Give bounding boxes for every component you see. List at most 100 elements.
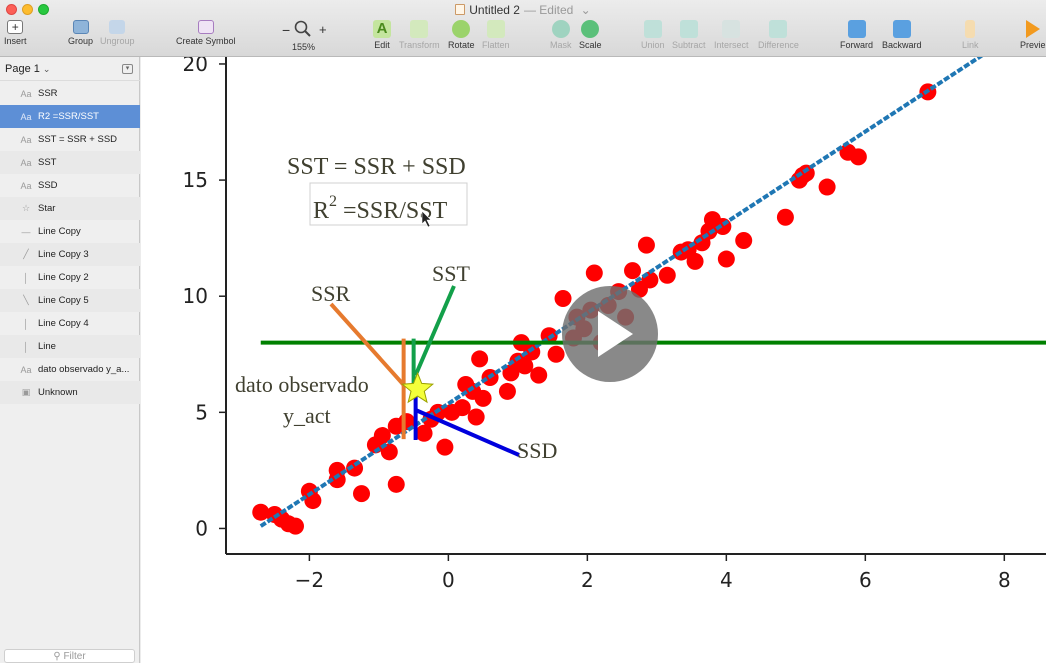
layer-item[interactable]: ☆ Star xyxy=(0,197,140,220)
layer-item[interactable]: Aa SST = SSR + SSD xyxy=(0,128,140,151)
transform-icon xyxy=(410,20,429,38)
layer-item[interactable]: Aa SSD xyxy=(0,174,140,197)
text-layer-icon: Aa xyxy=(20,364,32,375)
backward-button[interactable]: Backward xyxy=(882,20,922,50)
label-ssd[interactable]: SSD xyxy=(517,438,557,463)
data-point xyxy=(637,236,655,254)
mouse-cursor-icon xyxy=(421,210,432,228)
scale-icon xyxy=(581,20,600,38)
annotation-lines xyxy=(259,57,1046,528)
layer-item[interactable]: Aa dato observado y_a... xyxy=(0,358,140,381)
formula-sst[interactable]: SST = SSR + SSD xyxy=(287,154,466,180)
data-point xyxy=(474,389,492,407)
link-button[interactable]: Link xyxy=(962,20,979,50)
collapse-pages-icon[interactable]: ▾ xyxy=(122,64,133,74)
insert-button[interactable]: + Insert xyxy=(4,20,27,46)
title-chevron-icon[interactable]: ⌄ xyxy=(580,3,591,17)
y-tick-label: 15 xyxy=(183,168,208,192)
layer-item[interactable]: ▣ Unknown xyxy=(0,381,140,404)
chevron-down-icon: ⌄ xyxy=(42,64,51,74)
data-point xyxy=(436,438,454,456)
layer-item[interactable]: │ Line xyxy=(0,335,140,358)
filter-input[interactable]: ⚲ Filter xyxy=(4,649,135,663)
zoom-out-button[interactable]: − xyxy=(282,22,291,38)
y-tick-label: 0 xyxy=(195,516,208,540)
y-tick-label: 5 xyxy=(195,400,208,424)
line-layer-icon: ╱ xyxy=(23,249,29,259)
edit-button[interactable]: A Edit xyxy=(373,20,391,50)
ssr-leader-line xyxy=(329,302,408,389)
difference-button[interactable]: Difference xyxy=(758,20,799,50)
create-symbol-button[interactable]: Create Symbol xyxy=(176,20,236,46)
subtract-button[interactable]: Subtract xyxy=(672,20,706,50)
data-point xyxy=(624,262,642,280)
layer-item[interactable]: Aa R2 =SSR/SST xyxy=(0,105,140,128)
zoom-in-button[interactable]: + xyxy=(319,22,327,37)
mask-button[interactable]: Mask xyxy=(550,20,572,50)
layer-label: Star xyxy=(38,203,56,214)
layer-item[interactable]: — Line Copy xyxy=(0,220,140,243)
layer-label: Line Copy xyxy=(38,226,81,237)
layer-item[interactable]: │ Line Copy 2 xyxy=(0,266,140,289)
page-selector[interactable]: Page 1 ⌄ xyxy=(0,57,140,81)
layer-label: Unknown xyxy=(38,387,78,398)
layer-item[interactable]: ╱ Line Copy 3 xyxy=(0,243,140,266)
edit-icon: A xyxy=(373,20,391,38)
line-layer-icon: │ xyxy=(23,272,29,283)
layer-label: Line Copy 2 xyxy=(38,272,89,283)
layer-item[interactable]: ╲ Line Copy 5 xyxy=(0,289,140,312)
formula-r2-selection-box[interactable] xyxy=(309,182,468,226)
edited-status: — Edited xyxy=(523,3,574,17)
label-sst[interactable]: SST xyxy=(432,261,470,286)
x-tick-label: 4 xyxy=(720,568,733,592)
layer-label: dato observado y_a... xyxy=(38,364,130,375)
scale-button[interactable]: Scale xyxy=(579,20,602,50)
backward-icon xyxy=(892,20,911,38)
data-point xyxy=(717,250,735,268)
canvas[interactable]: 0 5 10 15 20 −2 0 2 4 6 8 SST = SSR + SSD R2 =SSR/… xyxy=(141,57,1046,663)
transform-button[interactable]: Transform xyxy=(399,20,440,50)
difference-icon xyxy=(769,20,788,38)
label-ssr[interactable]: SSR xyxy=(311,281,350,306)
formula-r2[interactable]: R2 =SSR/SST xyxy=(313,193,448,224)
group-button[interactable]: Group xyxy=(68,20,93,46)
symbol-icon xyxy=(197,20,214,34)
data-point xyxy=(658,266,676,284)
minimize-window-button[interactable] xyxy=(22,4,33,15)
zoom-level[interactable]: 155% xyxy=(292,42,316,52)
intersect-icon xyxy=(722,20,741,38)
label-dato-observado[interactable]: dato observado xyxy=(235,372,369,397)
layer-label: Line xyxy=(38,341,56,352)
data-point xyxy=(818,178,836,196)
ungroup-button[interactable]: Ungroup xyxy=(100,20,135,46)
preview-button[interactable]: Previe xyxy=(1020,20,1046,50)
scatter-plot: 0 5 10 15 20 −2 0 2 4 6 8 SST = SSR + SSD R2 =SSR/… xyxy=(183,57,1046,592)
layer-item[interactable]: │ Line Copy 4 xyxy=(0,312,140,335)
x-tick-label: 2 xyxy=(581,568,594,592)
data-point xyxy=(776,208,794,226)
forward-button[interactable]: Forward xyxy=(840,20,873,50)
line-layer-icon: ╲ xyxy=(23,295,29,305)
data-point xyxy=(286,517,304,535)
intersect-button[interactable]: Intersect xyxy=(714,20,749,50)
layer-label: Line Copy 3 xyxy=(38,249,89,260)
close-window-button[interactable] xyxy=(6,4,17,15)
subtract-icon xyxy=(679,20,698,38)
data-point xyxy=(467,408,485,426)
toolbar: Untitled 2— Edited ⌄ + Insert Group Ungr… xyxy=(0,0,1046,57)
rotate-button[interactable]: Rotate xyxy=(448,20,475,50)
maximize-window-button[interactable] xyxy=(38,4,49,15)
layer-sidebar: Page 1 ⌄ ▾ Aa SSR Aa R2 =SSR/SST Aa SST = SSR … xyxy=(0,57,140,663)
layer-item[interactable]: Aa SSR xyxy=(0,82,140,105)
data-point xyxy=(686,252,704,270)
ssd-leader-line xyxy=(414,408,520,457)
label-y-act[interactable]: y_act xyxy=(283,403,331,428)
data-point xyxy=(252,503,270,521)
flatten-button[interactable]: Flatten xyxy=(482,20,510,50)
video-play-overlay[interactable] xyxy=(562,286,658,382)
plot-axes: 0 5 10 15 20 −2 0 2 4 6 8 xyxy=(183,57,1046,592)
line-layer-icon: — xyxy=(21,226,31,237)
layer-item[interactable]: Aa SST xyxy=(0,151,140,174)
union-button[interactable]: Union xyxy=(641,20,665,50)
